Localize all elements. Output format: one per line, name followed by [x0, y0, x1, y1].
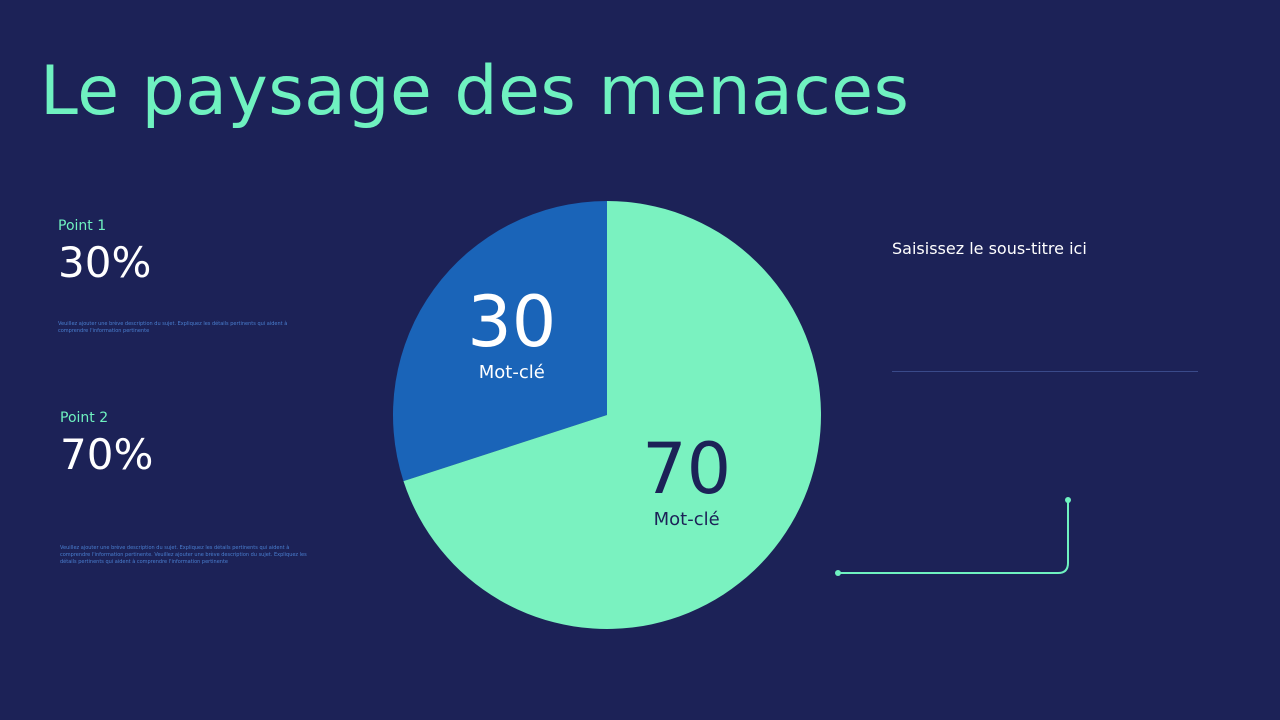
point-1-description: Veuillez ajouter une brève description d… [58, 321, 288, 334]
connector-dot-end [1065, 497, 1071, 503]
connector-dot-start [835, 570, 841, 576]
connector-decoration [835, 497, 1071, 576]
page-title: Le paysage des menaces [40, 52, 910, 131]
divider-line [892, 371, 1198, 372]
point-1: Point 1 30% Veuillez ajouter une brève d… [58, 218, 318, 335]
point-1-label: Point 1 [58, 218, 107, 234]
slice-keyword-1: Mot-clé [479, 362, 545, 383]
point-2-label: Point 2 [60, 410, 109, 426]
point-2: Point 2 70% Veuillez ajouter une brève d… [60, 410, 320, 566]
slice-value-2: 70 [642, 428, 731, 510]
point-1-value: 30% [58, 238, 152, 287]
pie-slice-1 [392, 201, 607, 482]
pie-slice-2 [403, 201, 821, 629]
connector-line [838, 500, 1069, 574]
slice-keyword-2: Mot-clé [654, 509, 720, 530]
subtitle: Saisissez le sous-titre ici [892, 239, 1087, 258]
point-2-description: Veuillez ajouter une brève description d… [60, 545, 307, 565]
point-2-value: 70% [60, 430, 154, 479]
slice-value-1: 30 [467, 281, 556, 363]
